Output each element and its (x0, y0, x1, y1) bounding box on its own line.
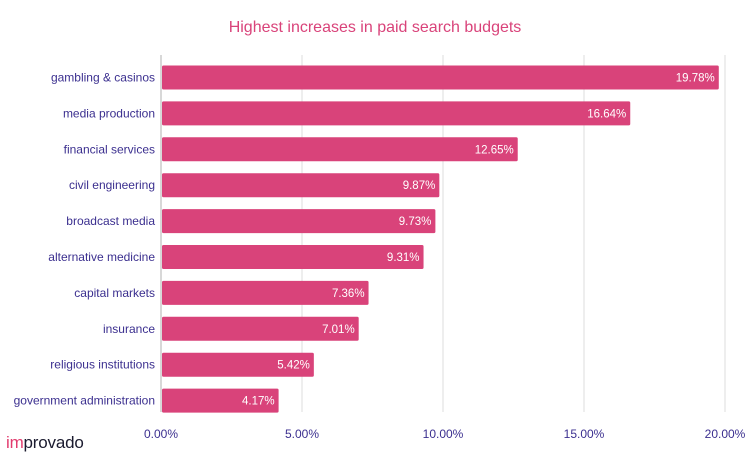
grid-lines (160, 55, 726, 412)
bar (162, 65, 719, 90)
x-tick-label: 5.00% (285, 427, 319, 441)
bar (162, 280, 369, 305)
bar-value-label: 7.01% (322, 324, 355, 336)
x-tick-label: 10.00% (423, 427, 464, 441)
bar-value-label: 16.64% (587, 108, 626, 120)
bars: 19.78% 16.64% 12.65% 9.87% 9.73% 9.31% 7.36% 7.… (162, 65, 719, 413)
x-tick-label: 0.00% (144, 427, 178, 441)
bar-value-label: 5.42% (277, 360, 310, 372)
category-label: religious institutions (50, 358, 155, 372)
bar-value-label: 19.78% (676, 73, 715, 85)
bar-value-label: 7.36% (332, 288, 365, 300)
category-label: broadcast media (66, 214, 155, 228)
bar-value-label: 9.73% (399, 216, 432, 228)
category-label: civil engineering (69, 178, 155, 192)
category-label: insurance (103, 322, 155, 336)
category-label: media production (63, 106, 155, 120)
bar (162, 101, 631, 126)
bar (162, 352, 314, 377)
bar-value-label: 12.65% (475, 144, 514, 156)
category-label: government administration (14, 394, 155, 408)
bar (162, 209, 436, 234)
bar (162, 316, 359, 341)
category-label: gambling & casinos (51, 71, 155, 85)
bar-value-label: 4.17% (242, 396, 275, 408)
brand-rest: provado (23, 433, 84, 452)
bar-value-label: 9.87% (403, 180, 436, 192)
improvado-logo: improvado (6, 433, 84, 453)
x-axis-ticks: 0.00% 5.00% 10.00% 15.00% 20.00% (144, 427, 746, 441)
category-label: alternative medicine (48, 250, 155, 264)
category-label: financial services (64, 142, 155, 156)
bar-value-label: 9.31% (387, 252, 420, 264)
brand-accent: im (6, 433, 24, 452)
bar (162, 137, 518, 162)
x-tick-label: 15.00% (564, 427, 605, 441)
chart-title: Highest increases in paid search budgets (228, 19, 522, 36)
category-label: capital markets (74, 286, 155, 300)
category-labels: gambling & casinos media production financ… (14, 71, 156, 408)
bar (162, 388, 279, 413)
bar (162, 245, 424, 269)
x-tick-label: 20.00% (705, 427, 746, 441)
bar (162, 173, 440, 198)
